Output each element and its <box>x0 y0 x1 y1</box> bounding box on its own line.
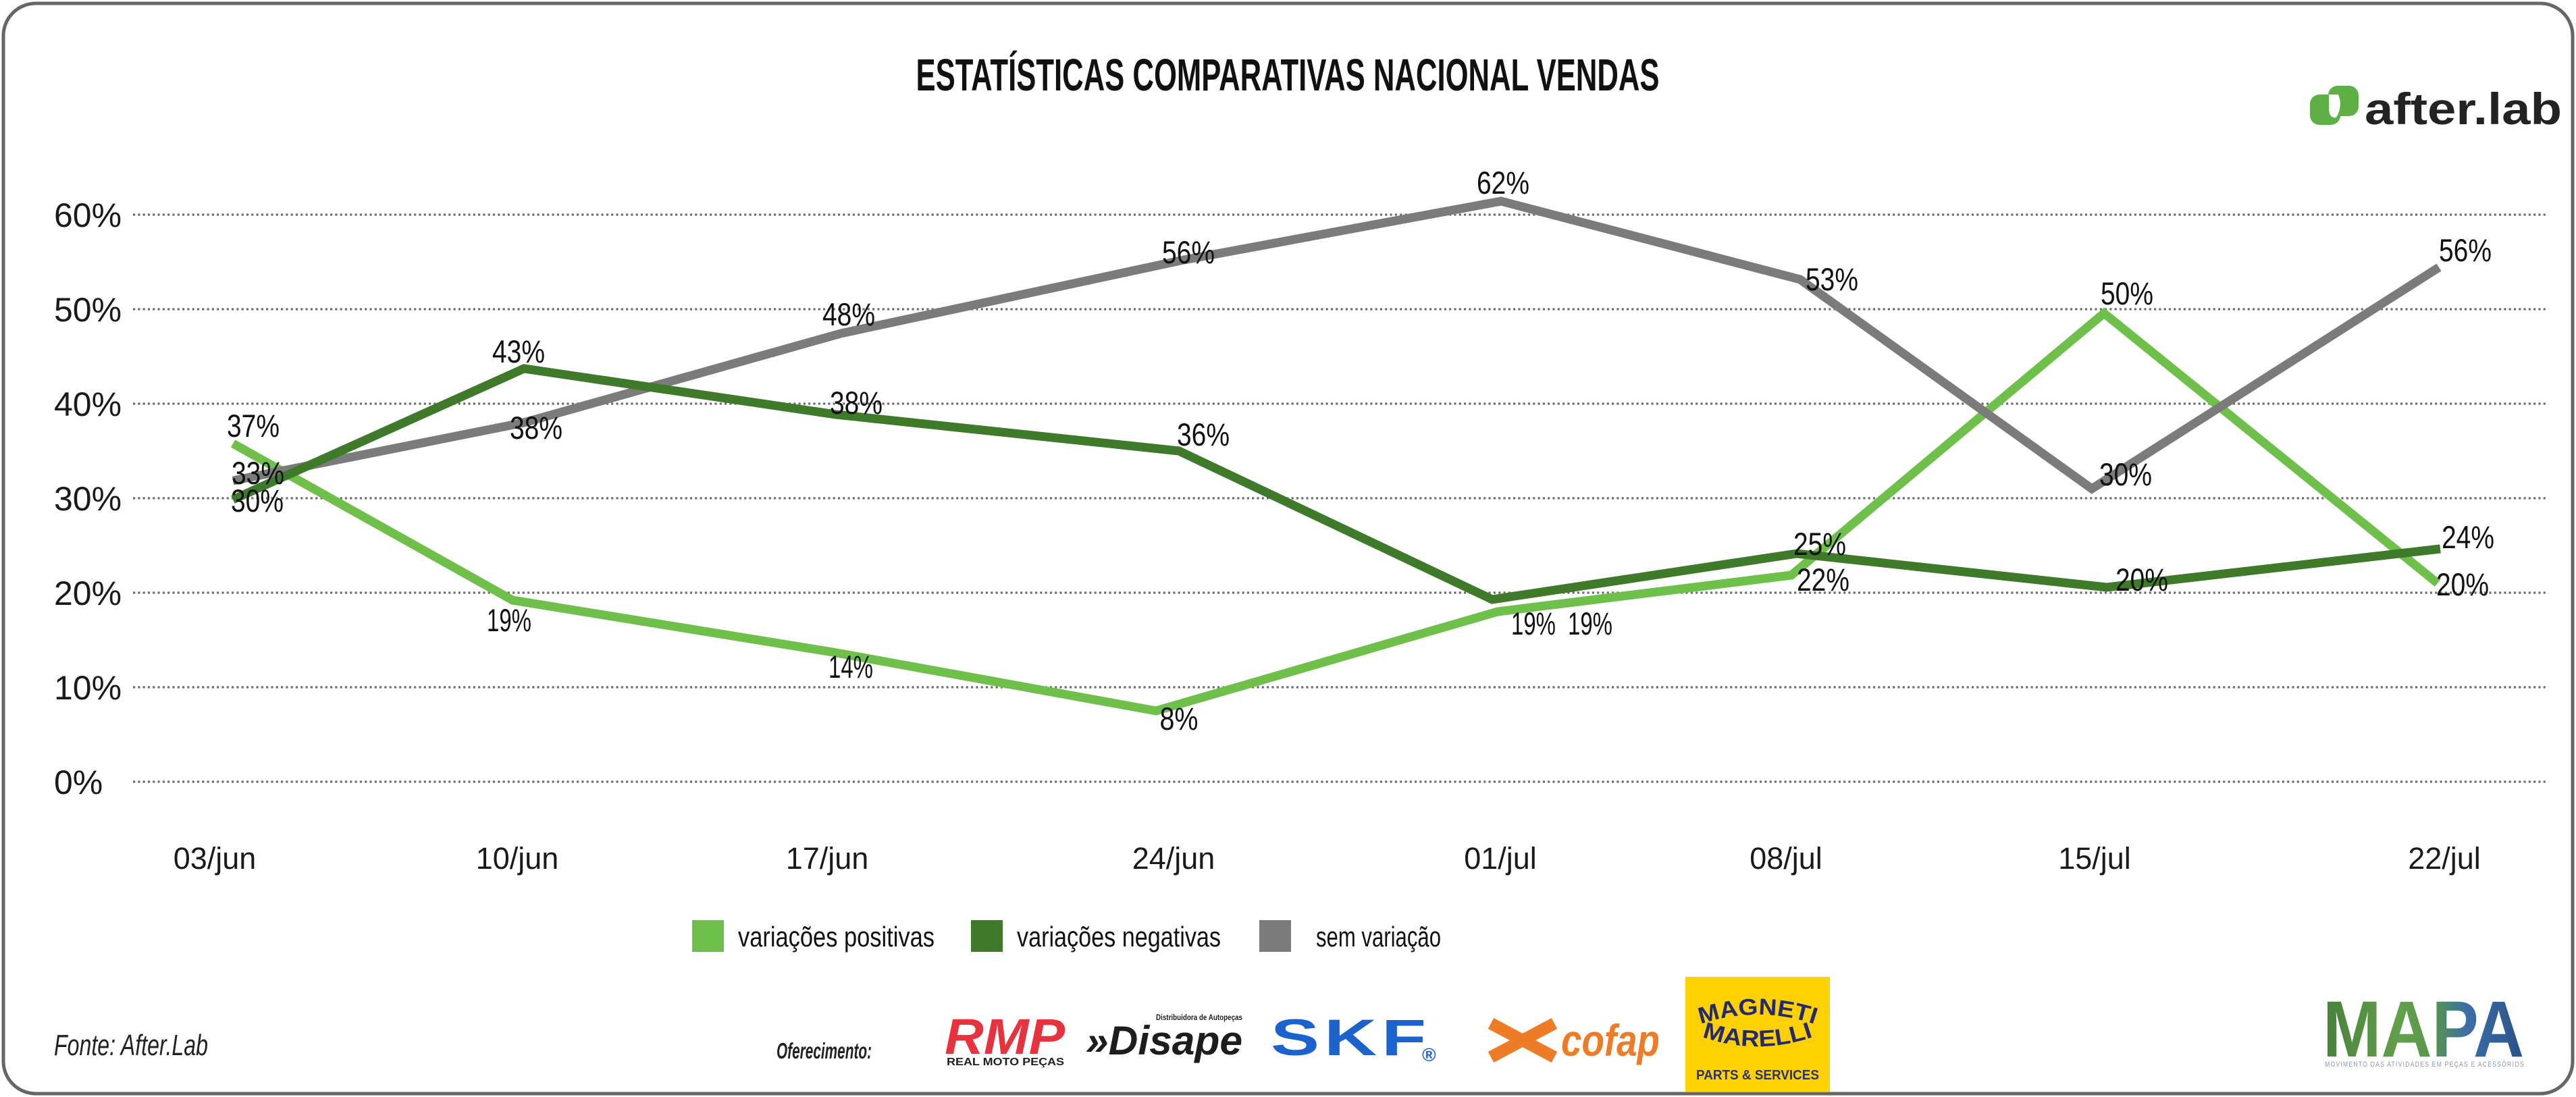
svg-text:25%: 25% <box>1793 526 1846 562</box>
svg-text:30%: 30% <box>54 480 122 518</box>
svg-text:8%: 8% <box>1160 701 1199 737</box>
svg-text:15/jul: 15/jul <box>2058 841 2131 876</box>
svg-text:MAPA: MAPA <box>2323 985 2524 1074</box>
svg-text:01/jul: 01/jul <box>1464 841 1537 876</box>
svg-text:RMP: RMP <box>945 1009 1066 1065</box>
svg-text:56%: 56% <box>1162 234 1215 270</box>
svg-text:10%: 10% <box>54 669 122 707</box>
svg-text:36%: 36% <box>1177 417 1230 452</box>
svg-text:20%: 20% <box>2436 566 2489 602</box>
svg-text:33%: 33% <box>232 455 284 491</box>
svg-text:after.lab: after.lab <box>2365 84 2562 134</box>
svg-text:53%: 53% <box>1806 261 1858 297</box>
svg-text:50%: 50% <box>2101 275 2153 311</box>
svg-text:variações negativas: variações negativas <box>1017 921 1221 953</box>
svg-text:sem variação: sem variação <box>1316 921 1441 953</box>
svg-text:19%: 19% <box>1511 606 1556 641</box>
svg-text:Oferecimento:: Oferecimento: <box>777 1038 872 1063</box>
svg-text:10/jun: 10/jun <box>476 841 559 876</box>
svg-text:19%: 19% <box>1568 606 1612 641</box>
svg-text:SKF: SKF <box>1271 1009 1431 1067</box>
svg-text:20%: 20% <box>54 574 122 612</box>
svg-text:24/jun: 24/jun <box>1132 841 1215 876</box>
svg-text:60%: 60% <box>54 196 122 234</box>
svg-text:14%: 14% <box>829 649 873 685</box>
svg-text:®: ® <box>1422 1044 1436 1065</box>
svg-text:38%: 38% <box>510 410 562 446</box>
svg-text:REAL MOTO PEÇAS: REAL MOTO PEÇAS <box>947 1056 1064 1068</box>
svg-text:22/jul: 22/jul <box>2408 841 2481 876</box>
svg-text:48%: 48% <box>822 296 875 332</box>
svg-text:56%: 56% <box>2439 232 2492 268</box>
svg-text:30%: 30% <box>231 483 284 518</box>
svg-text:30%: 30% <box>2099 456 2152 492</box>
svg-text:0%: 0% <box>54 764 103 801</box>
svg-text:50%: 50% <box>54 291 122 329</box>
svg-text:cofap: cofap <box>1561 1015 1660 1065</box>
svg-text:20%: 20% <box>2115 562 2168 597</box>
svg-text:40%: 40% <box>54 385 122 423</box>
svg-text:ESTATÍSTICAS COMPARATIVAS NACI: ESTATÍSTICAS COMPARATIVAS NACIONAL VENDA… <box>916 50 1660 101</box>
svg-text:62%: 62% <box>1477 165 1529 200</box>
svg-text:38%: 38% <box>830 385 883 421</box>
svg-text:37%: 37% <box>227 408 280 444</box>
svg-text:24%: 24% <box>2442 519 2494 555</box>
svg-text:Fonte: After.Lab: Fonte: After.Lab <box>54 1029 208 1062</box>
svg-text:03/jun: 03/jun <box>174 841 257 876</box>
svg-text:08/jul: 08/jul <box>1750 841 1822 876</box>
svg-text:Distribuidora de Autopeças: Distribuidora de Autopeças <box>1156 1013 1242 1022</box>
svg-text:22%: 22% <box>1797 562 1849 597</box>
svg-text:MOVIMENTO DAS ATIVIDADES EM PE: MOVIMENTO DAS ATIVIDADES EM PEÇAS E ACES… <box>2325 1060 2525 1069</box>
svg-text:17/jun: 17/jun <box>786 841 869 876</box>
svg-text:»Disape: »Disape <box>1086 1018 1242 1063</box>
svg-text:19%: 19% <box>487 602 531 638</box>
svg-text:variações positivas: variações positivas <box>738 921 935 953</box>
svg-text:PARTS & SERVICES: PARTS & SERVICES <box>1696 1068 1819 1083</box>
svg-text:43%: 43% <box>492 333 545 369</box>
